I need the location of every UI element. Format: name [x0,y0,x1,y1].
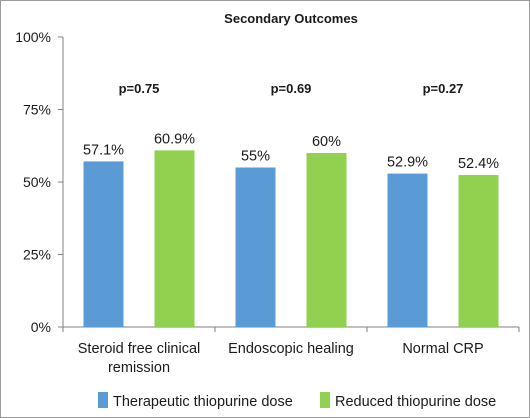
data-label: 57.1% [83,142,124,158]
legend-label: Therapeutic thiopurine dose [113,394,293,410]
chart-title: Secondary Outcomes [224,11,358,26]
y-tick-label: 0% [31,319,51,335]
x-category-label: Endoscopic healing [228,341,354,357]
data-label: 55% [241,149,270,165]
bar [306,153,347,327]
x-category-label: Steroid free clinical remission [78,341,201,376]
x-category-label: Normal CRP [402,341,483,357]
y-tick-label: 100% [15,29,51,45]
x-axis: Steroid free clinical remission Endoscopic… [62,326,520,376]
data-label: 52.9% [387,155,428,171]
p-value-label: p=0.75 [119,81,160,96]
bar [235,167,276,327]
data-label: 60% [312,134,341,150]
data-label: 52.4% [458,156,499,172]
bar [387,173,428,327]
y-tick-label: 75% [23,102,51,118]
bar [458,175,499,327]
y-tick-label: 25% [23,247,51,263]
bar [83,161,124,327]
legend: Therapeutic thiopurine dose Reduced thiop… [98,392,496,410]
p-value-label: p=0.69 [271,81,312,96]
p-value-annotations: p=0.75 p=0.69 p=0.27 [119,81,464,96]
legend-swatch [320,392,330,408]
bars: 57.1% 60.9% 55% 60% 52.9% 52.4% [83,131,499,327]
y-tick-label: 50% [23,174,51,190]
legend-label: Reduced thiopurine dose [335,394,496,410]
legend-swatch [98,392,108,408]
data-label: 60.9% [154,131,195,147]
y-axis: 0% 25% 50% 75% 100% [15,29,64,335]
bar [154,150,195,327]
p-value-label: p=0.27 [423,81,464,96]
